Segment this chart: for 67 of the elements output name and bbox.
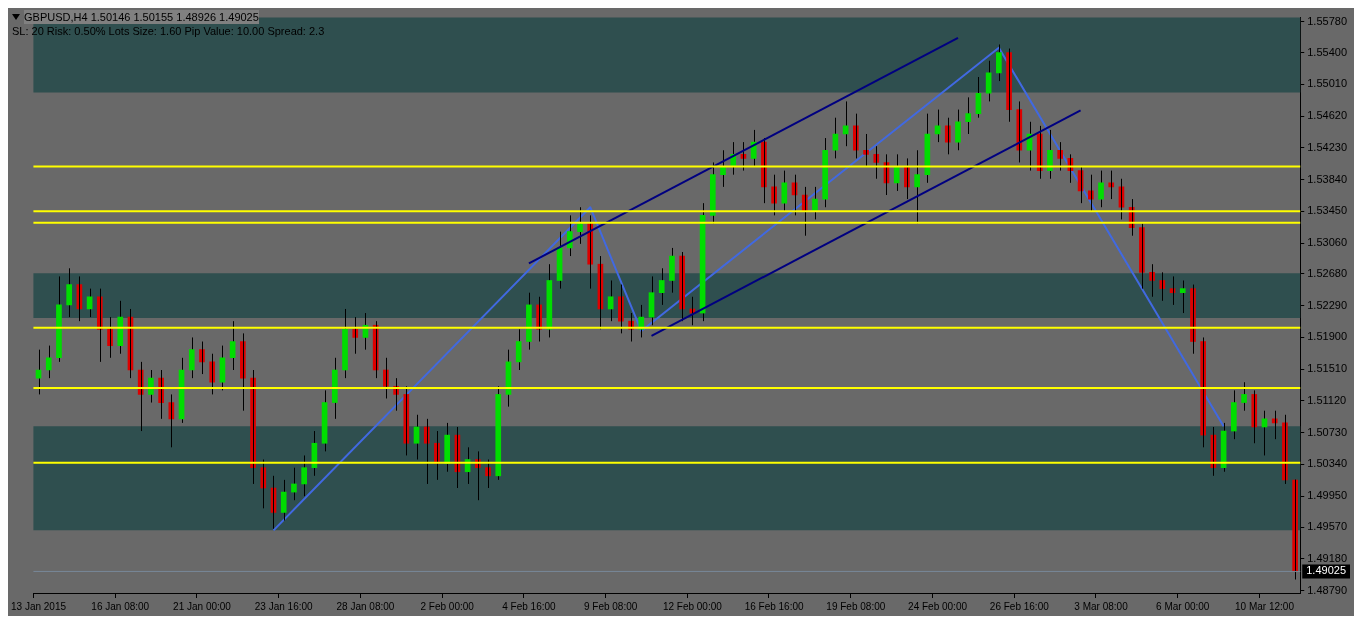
candlestick <box>1108 170 1115 200</box>
candlestick <box>148 369 154 404</box>
candlestick <box>577 206 583 245</box>
x-tick-label: 21 Jan 00:00 <box>173 600 232 612</box>
x-tick-label: 26 Feb 16:00 <box>989 600 1050 612</box>
candlestick <box>66 267 72 318</box>
x-tick-label: 16 Jan 08:00 <box>91 600 150 612</box>
candlestick <box>863 133 869 168</box>
y-tick-label: 1.55010 <box>1307 77 1347 90</box>
candlestick <box>618 284 624 334</box>
y-tick-label: 1.48790 <box>1307 583 1347 596</box>
y-tick-label: 1.51900 <box>1307 330 1347 343</box>
x-tick-label: 2 Feb 00:00 <box>420 600 475 612</box>
x-tick-label: 4 Feb 16:00 <box>502 600 557 612</box>
x-tick-label: 28 Jan 08:00 <box>336 600 395 612</box>
candlestick <box>45 345 52 379</box>
y-tick-label: 1.53450 <box>1307 204 1347 217</box>
candlestick <box>914 149 920 225</box>
x-tick-label: 23 Jan 16:00 <box>254 600 314 612</box>
candlestick <box>1179 279 1186 314</box>
candlestick <box>1098 170 1104 208</box>
candlestick <box>1149 263 1155 298</box>
y-tick-label: 1.49180 <box>1307 551 1347 564</box>
candlestick <box>955 109 961 151</box>
candlestick <box>658 267 665 306</box>
x-tick-label: 9 Feb 08:00 <box>583 600 638 612</box>
candlestick <box>301 454 307 497</box>
candlestick <box>781 170 788 212</box>
candlestick <box>1047 129 1053 180</box>
annotation: SL: 20 Risk: 0.50% Lots Size: 1.60 Pip Value: 10.00 Spread: 2.3 <box>12 24 325 38</box>
x-tick-label: 19 Feb 08:00 <box>826 600 886 612</box>
y-tick-label: 1.53840 <box>1307 172 1347 185</box>
y-tick-label: 1.50730 <box>1307 425 1347 438</box>
y-tick-label: 1.51120 <box>1307 393 1347 406</box>
candlestick <box>515 328 522 371</box>
candlestick <box>291 467 297 501</box>
candlestick <box>485 459 491 489</box>
candlestick <box>893 153 900 192</box>
candlestick <box>1057 141 1063 172</box>
y-tick-label: 1.51510 <box>1307 362 1347 375</box>
x-tick-label: 6 Mar 00:00 <box>1156 600 1210 612</box>
candlestick <box>996 43 1002 82</box>
chart-title: GBPUSD,H4 1.50146 1.50155 1.48926 1.49025 <box>24 10 259 24</box>
candlestick <box>1159 271 1166 302</box>
y-tick-label: 1.49950 <box>1307 489 1347 502</box>
y-tick-label: 1.49570 <box>1307 520 1347 533</box>
y-tick-label: 1.55400 <box>1307 45 1347 58</box>
x-tick-label: 12 Feb 00:00 <box>662 600 723 612</box>
candlestick <box>1241 381 1247 412</box>
y-tick-label: 1.52680 <box>1307 267 1347 279</box>
x-tick-label: 10 Mar 12:00 <box>1235 600 1295 612</box>
y-tick-label: 1.54230 <box>1307 140 1347 153</box>
y-tick-label: 1.53060 <box>1307 236 1347 249</box>
x-tick-label: 16 Feb 16:00 <box>744 600 804 612</box>
x-tick-label: 3 Mar 08:00 <box>1074 600 1129 612</box>
y-tick-label: 1.52290 <box>1307 298 1347 311</box>
candlestick <box>873 145 880 180</box>
candlestick <box>352 316 359 355</box>
candlestick <box>965 96 972 135</box>
candlestick <box>188 336 195 379</box>
x-tick-label: 24 Feb 00:00 <box>908 600 968 612</box>
x-tick-label: 13 Jan 2015 <box>10 600 67 612</box>
ref-line-label: 1.49025 <box>1306 564 1346 577</box>
y-tick-label: 1.50340 <box>1307 457 1347 470</box>
candlestick <box>280 479 287 522</box>
y-tick-label: 1.55780 <box>1307 14 1347 27</box>
y-tick-label: 1.54620 <box>1307 109 1347 122</box>
